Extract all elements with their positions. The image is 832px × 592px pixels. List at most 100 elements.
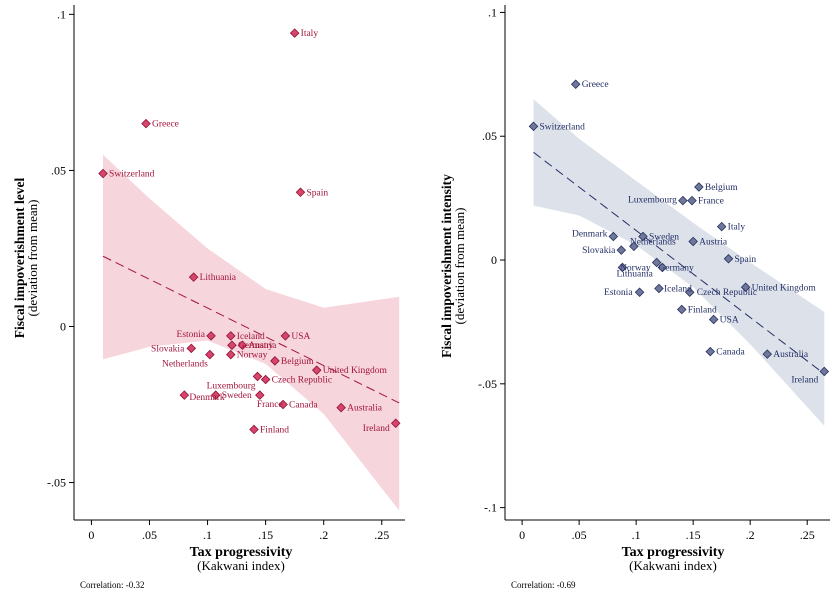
left-x-tick-label: .1: [203, 528, 212, 542]
right-point-label-luxembourg: Luxembourg: [628, 196, 677, 206]
right-point-estonia: [634, 287, 645, 297]
left-x-axis-sublabel: (Kakwani index): [197, 558, 285, 573]
left-x-tick-label: 0: [88, 528, 94, 542]
right-point-label-ireland: Ireland: [791, 375, 818, 385]
right-point-label-spain: Spain: [735, 255, 757, 265]
right-point-finland: [676, 304, 687, 315]
right-point-ireland: [819, 366, 830, 377]
right-point-labels-layer: Greece Switzerland Belgium Luxembourg France…: [540, 80, 819, 385]
right-correlation-note: Correlation: -0.69: [511, 580, 576, 590]
left-y-tick-label: -.05: [47, 476, 66, 490]
left-point-label-estonia: Estonia: [177, 330, 206, 340]
left-point-label-iceland: Iceland: [237, 332, 265, 342]
left-point-finland: [249, 424, 259, 435]
left-point-label-italy: Italy: [301, 29, 319, 39]
right-x-tick-label: .2: [746, 528, 755, 542]
right-y-axis-label: Fiscal impoverishment intensity: [439, 174, 454, 358]
left-point-label-denmark: Denmark: [189, 393, 225, 403]
right-point-label-norway: Norway: [620, 264, 651, 274]
right-point-label-finland: Finland: [688, 306, 717, 316]
left-point-spain: [295, 187, 306, 198]
right-y-tick-label: -.05: [478, 377, 497, 391]
left-point-label-belgium: Belgium: [281, 357, 314, 367]
right-point-norway: [651, 257, 662, 268]
left-confidence-band: [103, 154, 400, 511]
right-point-iceland: [654, 283, 664, 294]
left-point-label-united-kingdom: United Kingdom: [323, 366, 388, 376]
left-point-label-ireland: Ireland: [363, 424, 390, 434]
left-x-tick-label: .05: [142, 528, 157, 542]
left-point-label-norway: Norway: [237, 351, 268, 361]
left-point-france: [255, 390, 265, 400]
left-point-sweden: [210, 390, 221, 400]
right-point-germany: [657, 262, 668, 273]
right-point-luxembourg: [678, 195, 688, 206]
left-axes: -.05 0 .05 .1 0 .05 .1 .15 .2 .25: [47, 5, 405, 542]
left-point-canada: [278, 399, 288, 410]
right-point-label-united-kingdom: United Kingdom: [752, 283, 817, 293]
right-point-label-germany: Germany: [658, 263, 694, 273]
right-panel: -.1 -.05 0 .05 .1 0 .05 .1 .15 .2 .25 Greece Switze…: [439, 5, 830, 590]
left-confidence-band-layer: [103, 154, 400, 511]
left-point-luxembourg: [252, 371, 263, 382]
right-point-switzerland: [528, 121, 539, 132]
left-point-norway: [226, 349, 236, 360]
right-point-france: [687, 195, 697, 206]
left-point-label-germany: Germany: [238, 341, 274, 351]
left-point-united-kingdom: [311, 365, 322, 375]
right-axes: -.1 -.05 0 .05 .1 0 .05 .1 .15 .2 .25: [478, 5, 830, 542]
left-point-label-czech-republic: Czech Republic: [272, 376, 332, 386]
left-point-netherlands: [205, 349, 215, 360]
right-point-belgium: [694, 182, 704, 192]
right-y-tick-label: 0: [491, 253, 497, 267]
right-y-axis-sublabel: (deviation from mean): [452, 208, 467, 325]
left-point-iceland: [226, 331, 236, 341]
right-point-label-italy: Italy: [728, 223, 746, 233]
right-y-tick-label: -.1: [484, 501, 497, 515]
left-point-switzerland: [98, 168, 108, 179]
left-point-czech-republic: [260, 374, 271, 385]
right-point-label-canada: Canada: [716, 348, 745, 358]
right-point-canada: [705, 346, 716, 357]
right-point-italy: [716, 221, 727, 232]
left-point-label-usa: USA: [291, 332, 310, 342]
left-point-usa: [280, 331, 291, 341]
right-x-axis-sublabel: (Kakwani index): [629, 558, 717, 573]
right-point-label-belgium: Belgium: [705, 183, 738, 193]
right-x-tick-label: .1: [632, 528, 641, 542]
right-x-tick-label: .15: [686, 528, 701, 542]
right-points-layer: [528, 79, 830, 377]
right-point-label-france: France: [698, 197, 724, 207]
left-y-tick-label: .1: [57, 7, 66, 21]
left-point-lithuania: [188, 272, 199, 282]
left-point-label-finland: Finland: [260, 425, 289, 435]
right-point-greece: [570, 79, 581, 89]
right-point-label-slovakia: Slovakia: [582, 246, 616, 256]
right-point-slovakia: [616, 245, 627, 255]
right-y-tick-label: .05: [482, 129, 497, 143]
right-point-label-czech-republic: Czech Republic: [697, 288, 757, 298]
right-point-label-lithuania: Lithuania: [616, 269, 653, 279]
left-point-label-lithuania: Lithuania: [200, 273, 237, 283]
left-point-label-slovakia: Slovakia: [151, 344, 185, 354]
left-point-label-austria: Austria: [248, 341, 277, 351]
left-x-axis-label: Tax progressivity: [190, 545, 293, 560]
left-point-italy: [289, 28, 300, 38]
right-point-label-denmark: Denmark: [572, 230, 608, 240]
left-y-tick-label: 0: [60, 319, 66, 333]
right-point-lithuania: [617, 262, 628, 273]
right-point-label-usa: USA: [720, 315, 739, 325]
right-fit-line-layer: [533, 151, 825, 375]
left-x-tick-label: .25: [374, 528, 389, 542]
left-point-belgium: [270, 356, 280, 366]
right-point-denmark: [608, 231, 619, 242]
right-point-label-switzerland: Switzerland: [540, 122, 586, 132]
right-x-axis-label: Tax progressivity: [622, 545, 725, 560]
left-correlation-note: Correlation: -0.32: [80, 580, 145, 590]
left-point-australia: [336, 402, 346, 413]
right-point-australia: [762, 349, 773, 359]
right-fit-line: [533, 151, 825, 375]
left-point-labels-layer: Italy Greece Switzerland Spain Lithuania Esto…: [109, 29, 390, 435]
left-point-label-netherlands: Netherlands: [162, 360, 208, 370]
